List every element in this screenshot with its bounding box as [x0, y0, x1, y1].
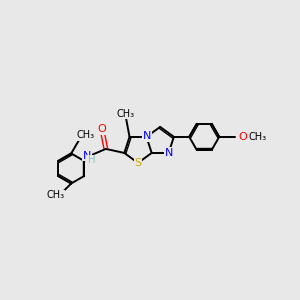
Text: O: O	[98, 124, 106, 134]
Text: CH₃: CH₃	[249, 132, 267, 142]
Text: O: O	[239, 132, 248, 142]
Text: N: N	[82, 151, 91, 160]
Text: S: S	[134, 158, 142, 168]
Text: CH₃: CH₃	[117, 109, 135, 118]
Text: CH₃: CH₃	[46, 190, 64, 200]
Text: H: H	[88, 155, 95, 165]
Text: N: N	[143, 131, 151, 141]
Text: N: N	[164, 148, 173, 158]
Text: CH₃: CH₃	[77, 130, 95, 140]
